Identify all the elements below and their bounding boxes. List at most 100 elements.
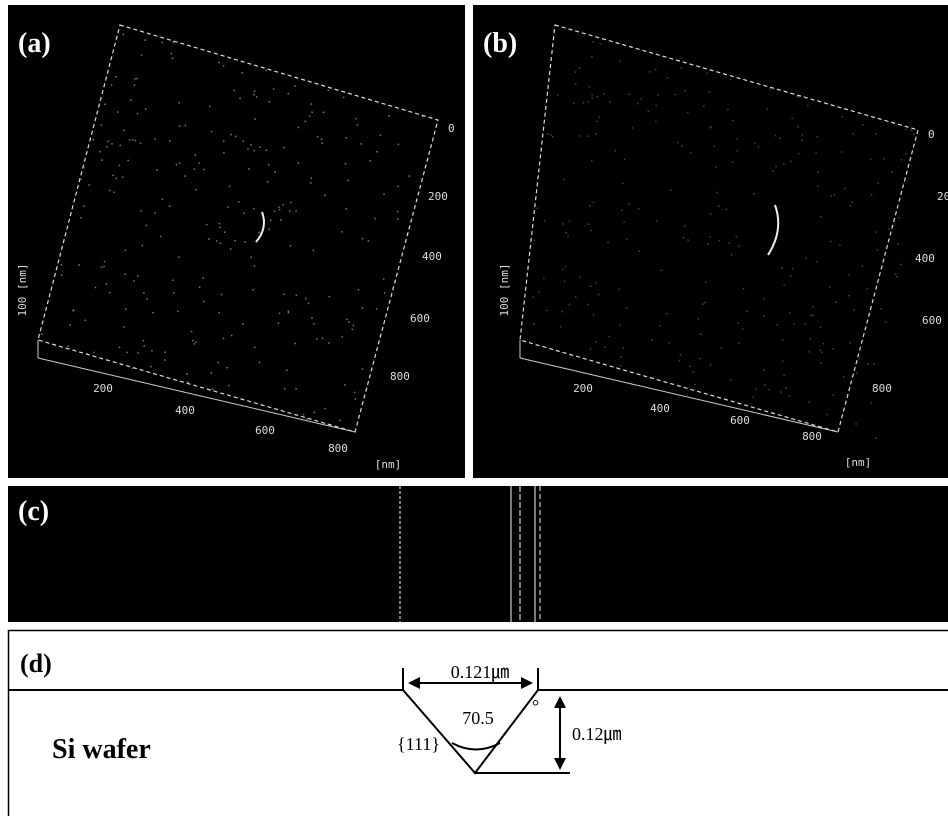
speckle [253, 94, 255, 96]
speckle [742, 328, 744, 330]
speckle [142, 245, 144, 247]
speckle [730, 380, 732, 382]
speckle [903, 183, 905, 185]
speckle [769, 88, 771, 90]
speckle [101, 267, 103, 269]
y-tick-label: 400 [915, 252, 935, 265]
speckle [802, 134, 804, 136]
speckle [557, 95, 559, 97]
speckle [640, 98, 642, 100]
speckle [758, 146, 760, 148]
speckle [790, 275, 792, 277]
speckle [848, 274, 850, 276]
speckle [856, 372, 858, 374]
speckle [137, 113, 139, 115]
speckle [648, 110, 650, 112]
speckle [211, 372, 213, 374]
speckle [233, 90, 235, 92]
speckle [794, 323, 796, 325]
speckle [575, 83, 577, 85]
speckle [789, 312, 791, 314]
speckle [308, 303, 310, 305]
speckle [783, 375, 785, 377]
speckle [730, 79, 732, 81]
speckle [754, 142, 756, 144]
speckle [146, 298, 148, 300]
speckle [230, 248, 232, 250]
speckle [702, 303, 704, 305]
speckle [862, 265, 864, 267]
speckle [813, 314, 815, 316]
speckle [146, 225, 148, 227]
speckle [569, 221, 571, 223]
speckle [289, 210, 291, 212]
speckle [780, 138, 782, 140]
speckle [229, 186, 231, 188]
speckle [203, 169, 205, 171]
page: (c) (d) 0.121㎛ 70.5 ° {111} 0.12㎛ Si waf… [0, 0, 948, 816]
speckle [820, 327, 822, 329]
speckle [286, 370, 288, 372]
speckle [591, 94, 593, 96]
speckle [732, 162, 734, 164]
speckle [199, 162, 201, 164]
speckle [776, 324, 778, 326]
speckle [217, 362, 219, 364]
speckle [603, 93, 605, 95]
speckle [95, 287, 97, 289]
speckle [355, 398, 357, 400]
speckle [736, 236, 738, 238]
speckle [162, 198, 164, 200]
speckle [905, 153, 907, 155]
speckle [290, 245, 292, 247]
speckle [227, 206, 229, 208]
speckle [632, 127, 634, 129]
speckle [143, 292, 145, 294]
speckle [242, 323, 244, 325]
speckle [668, 342, 670, 344]
speckle [797, 126, 799, 128]
speckle [67, 346, 69, 348]
speckle [718, 240, 720, 242]
speckle [266, 150, 268, 152]
speckle [596, 133, 598, 135]
panel-label: (d) [20, 649, 52, 678]
speckle [841, 116, 843, 118]
speckle [248, 168, 250, 170]
speckle [195, 189, 197, 191]
speckle [655, 69, 657, 71]
speckle [125, 250, 127, 252]
speckle [298, 162, 300, 164]
speckle [152, 312, 154, 314]
speckle [575, 71, 577, 73]
speckle [132, 139, 134, 141]
speckle [283, 293, 285, 295]
speckle [250, 257, 252, 259]
speckle [834, 194, 836, 196]
speckle [764, 384, 766, 386]
speckle [736, 138, 738, 140]
speckle [782, 360, 784, 362]
speckle [328, 342, 330, 344]
speckle [898, 243, 900, 245]
speckle [41, 334, 43, 336]
speckle [775, 166, 777, 168]
speckle [83, 205, 85, 207]
speckle [107, 141, 109, 143]
speckle [313, 250, 315, 252]
speckle [296, 294, 298, 296]
speckle [763, 298, 765, 300]
speckle [839, 244, 841, 246]
speckle [891, 171, 893, 173]
speckle [855, 423, 857, 425]
z-axis-label: 100 [nm] [498, 264, 511, 317]
speckle [738, 246, 740, 248]
speckle [589, 205, 591, 207]
y-tick-label: 600 [410, 312, 430, 325]
speckle [752, 397, 754, 399]
speckle [552, 136, 554, 138]
speckle [655, 121, 657, 123]
speckle [135, 140, 137, 142]
speckle [533, 323, 535, 325]
speckle [218, 312, 220, 314]
